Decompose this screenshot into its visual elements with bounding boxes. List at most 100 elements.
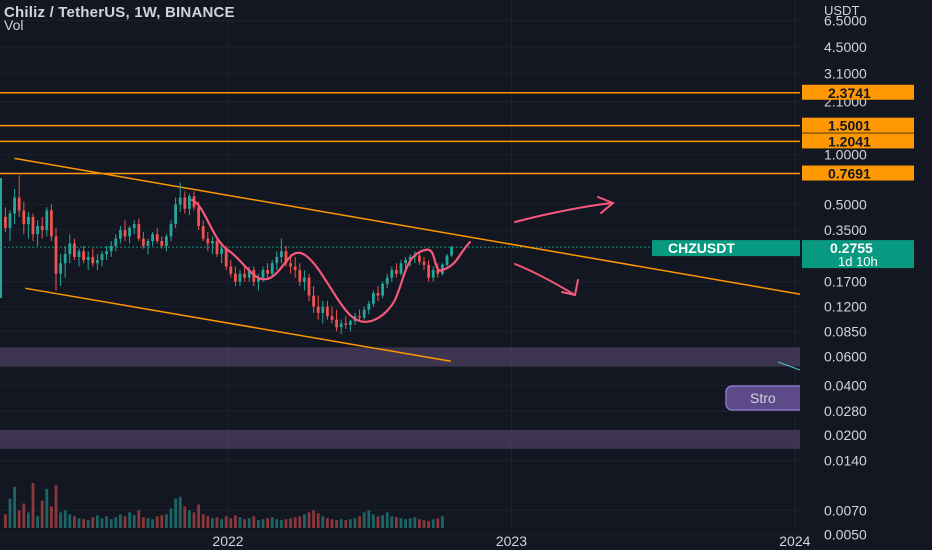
volume-bar <box>413 517 417 528</box>
trend-line-upper <box>14 157 866 307</box>
annotation-text: Stro <box>750 390 776 406</box>
y-tick-label: 0.1700 <box>824 274 867 290</box>
candle-body <box>422 261 426 265</box>
volume-bar <box>45 488 49 528</box>
volume-bar <box>247 518 251 528</box>
pattern-annotation-curve <box>190 198 472 323</box>
level-price-tag-text: 1.2041 <box>828 133 871 149</box>
y-tick-label: 0.0200 <box>824 427 867 443</box>
y-tick-label: 0.5000 <box>824 196 867 212</box>
y-tick-label: 6.5000 <box>824 13 867 29</box>
volume-bar <box>123 516 127 528</box>
volume-bar <box>17 510 21 528</box>
volume-bar <box>174 498 177 528</box>
candle-body <box>215 241 219 255</box>
candle-body <box>73 243 76 257</box>
volume-bar <box>137 510 141 528</box>
volume-bar <box>376 516 380 528</box>
volume-bar <box>408 518 412 528</box>
volume-bar <box>220 519 223 528</box>
candle-body <box>316 306 320 313</box>
candle-body <box>390 270 394 278</box>
candle-body <box>8 213 12 228</box>
candle-body <box>123 229 127 237</box>
volume-bar <box>82 519 85 528</box>
chart-title: Chiliz / TetherUS, 1W, BINANCE <box>4 4 235 21</box>
volume-bar <box>307 512 311 528</box>
volume-bar <box>422 520 426 528</box>
volume-bar <box>151 519 154 528</box>
volume-bar <box>330 519 334 528</box>
candle-body <box>31 216 35 235</box>
candle-body <box>40 225 44 230</box>
volume-bar <box>146 518 150 528</box>
candle-body <box>431 270 435 278</box>
candle-body <box>114 238 118 246</box>
volume-bar <box>431 519 435 528</box>
volume-bar <box>289 518 292 528</box>
candle-body <box>105 251 108 255</box>
candle-body <box>238 273 242 282</box>
volume-bar <box>399 518 403 528</box>
volume-bar <box>215 517 219 528</box>
volume-bar <box>372 514 375 528</box>
volume-bar <box>36 516 39 528</box>
candle-body <box>270 263 274 274</box>
volume-bar <box>96 515 99 528</box>
volume-bar <box>395 517 398 528</box>
volume-bar <box>234 515 237 528</box>
volume-bar <box>224 516 228 528</box>
candle-body <box>284 251 288 264</box>
candle-body <box>188 196 191 209</box>
candle-body <box>174 204 177 225</box>
volume-bar <box>142 517 145 528</box>
arrow-down-annotation <box>514 263 579 297</box>
volume-bar <box>86 520 90 528</box>
volume-bar <box>206 516 210 528</box>
candle-body <box>247 270 251 278</box>
volume-bar <box>367 510 371 528</box>
y-tick-label: 4.5000 <box>824 39 867 55</box>
volume-bar <box>188 510 191 528</box>
price-zone <box>0 429 800 449</box>
volume-bar <box>427 521 430 528</box>
candle-body <box>344 323 348 325</box>
y-tick-label: 0.1200 <box>824 299 867 315</box>
candle-body <box>59 263 62 274</box>
volume-bar <box>349 519 352 528</box>
volume-bar <box>353 518 357 528</box>
volume-bar <box>284 519 288 528</box>
candle-body <box>307 277 311 296</box>
candle-body <box>266 270 269 274</box>
candle-body <box>50 210 53 237</box>
candle-body <box>4 216 7 228</box>
candle-body <box>13 197 16 214</box>
candle-body <box>132 224 136 228</box>
candle-body <box>349 321 352 325</box>
candle-body <box>372 293 375 304</box>
candle-body <box>303 277 306 282</box>
volume-bar <box>128 512 131 528</box>
volume-bar <box>252 516 256 528</box>
candles-group <box>4 175 453 334</box>
price-zone <box>0 347 800 367</box>
volume-bar <box>303 514 306 528</box>
candle-body <box>201 225 205 239</box>
y-tick-label: 0.0140 <box>824 453 867 469</box>
volume-bar <box>275 519 279 528</box>
candle-body <box>404 260 407 264</box>
volume-bar <box>31 483 35 528</box>
volume-bar <box>326 518 329 528</box>
volume-bar <box>280 520 283 528</box>
volume-bar <box>105 516 108 528</box>
candle-body <box>234 273 237 282</box>
level-price-tag-text: 1.5001 <box>828 118 871 134</box>
volume-bar <box>339 519 343 528</box>
symbol-tag-text: CHZUSDT <box>668 240 735 256</box>
candle-body <box>160 241 164 246</box>
candle-body <box>395 270 398 274</box>
volume-bar <box>119 514 122 528</box>
candle-body <box>321 306 325 313</box>
candle-body <box>335 319 338 328</box>
